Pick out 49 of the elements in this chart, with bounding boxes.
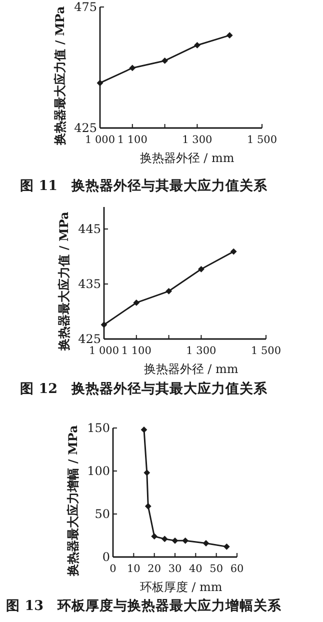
- point: [100, 322, 108, 328]
- y-tick-label: 0: [102, 550, 110, 564]
- y-axis-title: 换热器最大应力值 / MPa: [53, 6, 67, 146]
- x-tick-label: 1 000: [84, 134, 116, 146]
- x-axis-title: 环板厚度 / mm: [140, 580, 223, 594]
- text: 图 13 环板厚度与换热器最大应力增幅关系: [6, 597, 282, 614]
- x-tick-label: 1 500: [246, 134, 278, 146]
- text: 图 12 换热器外径与其最大应力值关系: [20, 380, 268, 397]
- point: [161, 536, 168, 542]
- x-tick-label: 1 000: [88, 345, 120, 357]
- x-tick-label: 20: [148, 563, 162, 575]
- point: [151, 533, 158, 540]
- point: [223, 543, 230, 550]
- point: [194, 42, 200, 48]
- point: [230, 248, 237, 255]
- point: [182, 537, 189, 544]
- x-axis-title: 换热器外径 / mm: [140, 151, 235, 165]
- y-tick-label: 475: [74, 0, 97, 14]
- point: [226, 32, 233, 39]
- x-tick-label: 1 100: [121, 345, 152, 357]
- point: [96, 80, 104, 86]
- point: [144, 503, 152, 510]
- y-tick-label: 445: [78, 222, 101, 236]
- y-tick-label: 150: [87, 421, 110, 435]
- x-tick-label: 60: [230, 563, 244, 575]
- point: [162, 58, 168, 64]
- text: 图 11 换热器外径与其最大应力值关系: [20, 177, 268, 194]
- x-tick-label: 1 300: [182, 134, 212, 146]
- y-axis-title: 换热器最大应力增幅 / MPa: [66, 425, 80, 577]
- x-tick-label: 50: [210, 563, 224, 575]
- point: [166, 288, 172, 294]
- y-tick-label: 435: [78, 277, 101, 291]
- y-tick-label: 425: [74, 121, 97, 135]
- y-tick-label: 425: [78, 332, 101, 346]
- point: [129, 64, 136, 72]
- x-tick-label: 1 500: [250, 345, 282, 357]
- x-tick-label: 1 300: [186, 345, 216, 357]
- y-axis-title: 换热器最大应力值 / MPa: [57, 212, 71, 352]
- point: [172, 537, 178, 544]
- x-tick-label: 40: [188, 563, 202, 575]
- point: [198, 266, 204, 272]
- y-tick-label: 100: [87, 464, 110, 478]
- y-tick-label: 50: [94, 507, 110, 521]
- x-axis-title: 换热器外径 / mm: [144, 362, 239, 376]
- x-tick-label: 30: [168, 563, 182, 575]
- point: [144, 470, 150, 476]
- x-tick-label: 1 100: [117, 134, 148, 146]
- x-tick-label: 10: [126, 563, 140, 575]
- point: [133, 300, 140, 306]
